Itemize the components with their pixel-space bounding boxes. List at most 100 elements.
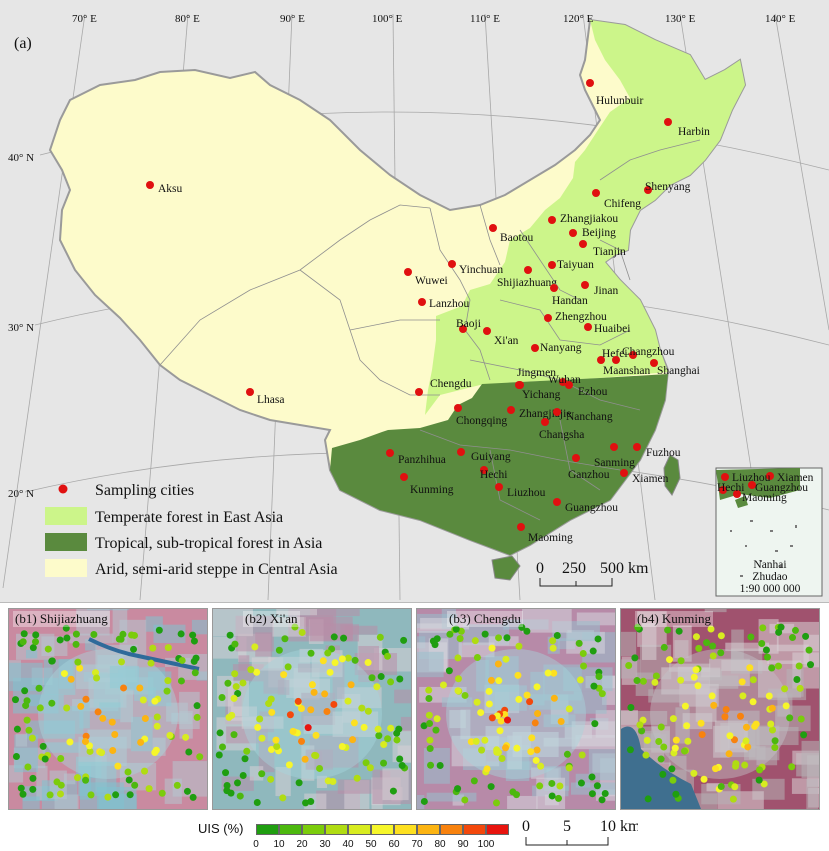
uis-sample-point: [131, 632, 138, 639]
uis-sample-point: [743, 724, 750, 731]
uis-sample-point: [545, 670, 552, 677]
city-label-chongqing: Chongqing: [456, 415, 507, 427]
uis-tick-30: 30: [319, 839, 330, 850]
uis-sample-point: [127, 791, 134, 798]
satellite-panels-section: (b1) Shijiazhuang (b2) Xi'an (b3) Chengd…: [0, 603, 829, 850]
uis-sample-point: [772, 737, 779, 744]
uis-sample-point: [731, 783, 738, 790]
city-marker-maanshan: [612, 356, 620, 364]
sat-texture-patch: [401, 717, 411, 731]
uis-sample-point: [717, 649, 724, 656]
uis-sample-point: [154, 723, 161, 730]
uis-sample-point: [678, 657, 685, 664]
lon-label-80: 80° E: [175, 13, 200, 25]
uis-sample-point: [495, 677, 502, 684]
uis-sample-point: [361, 724, 368, 731]
uis-sample-point: [222, 769, 229, 776]
uis-sample-point: [258, 735, 265, 742]
uis-sample-point: [515, 643, 522, 650]
uis-sample-point: [644, 737, 651, 744]
uis-sample-point: [37, 704, 44, 711]
uis-sample-point: [165, 644, 172, 651]
longitude-labels: 70° E 80° E 90° E 100° E 110° E 120° E 1…: [72, 13, 796, 25]
uis-sample-point: [369, 674, 376, 681]
uis-sample-point: [380, 760, 387, 767]
uis-sample-point: [286, 761, 293, 768]
uis-sample-point: [151, 749, 158, 756]
sat-texture-patch: [382, 768, 408, 800]
uis-sample-point: [87, 791, 94, 798]
uis-sample-point: [299, 629, 306, 636]
lon-label-140: 140° E: [765, 13, 796, 25]
uis-sample-point: [690, 770, 697, 777]
uis-sample-point: [311, 689, 318, 696]
uis-sample-point: [549, 792, 556, 799]
uis-sample-point: [345, 698, 352, 705]
uis-sample-point: [239, 679, 246, 686]
uis-sample-point: [746, 664, 753, 671]
uis-sample-point: [493, 799, 500, 806]
uis-sample-point: [576, 640, 583, 647]
uis-sample-point: [638, 727, 645, 734]
uis-sample-point: [281, 635, 288, 642]
uis-sample-point: [184, 788, 191, 795]
uis-sample-point: [564, 751, 571, 758]
city-marker-aksu: [146, 181, 154, 189]
uis-sample-point: [149, 645, 156, 652]
uis-sample-point: [602, 790, 609, 797]
uis-sample-point: [509, 788, 516, 795]
lon-label-120: 120° E: [563, 13, 594, 25]
uis-sample-point: [231, 731, 238, 738]
uis-sample-point: [21, 630, 28, 637]
city-marker-changsha: [541, 418, 549, 426]
uis-sample-point: [703, 639, 710, 646]
uis-sample-point: [40, 743, 47, 750]
uis-sample-point: [377, 634, 384, 641]
uis-sample-point: [120, 684, 127, 691]
inset-scale: 1:90 000 000: [740, 583, 801, 595]
uis-sample-point: [234, 779, 241, 786]
uis-swatch-2: [302, 824, 325, 835]
uis-sample-point: [434, 635, 441, 642]
uis-sample-point: [751, 723, 758, 730]
uis-sample-point: [590, 648, 597, 655]
panel-a-label: (a): [14, 35, 32, 52]
lon-label-130: 130° E: [665, 13, 696, 25]
uis-sample-point: [49, 657, 56, 664]
sat-texture-patch: [22, 796, 39, 809]
uis-sample-point: [514, 672, 521, 679]
uis-sample-point: [658, 756, 665, 763]
panel-shijiazhuang: (b1) Shijiazhuang: [8, 608, 208, 810]
uis-sample-point: [66, 739, 73, 746]
uis-sample-point: [766, 692, 773, 699]
uis-sample-point: [640, 678, 647, 685]
uis-sample-point: [771, 744, 778, 751]
uis-sample-point: [526, 698, 533, 705]
city-label-hulunbuir: Hulunbuir: [596, 95, 643, 107]
uis-sample-point: [653, 672, 660, 679]
uis-sample-point: [166, 732, 173, 739]
city-label-sanming: Sanming: [594, 457, 635, 469]
legend-temperate-swatch: [45, 507, 87, 525]
uis-sample-point: [164, 688, 171, 695]
uis-tick-10: 10: [273, 839, 284, 850]
uis-sample-point: [380, 741, 387, 748]
city-label-changzhou: Changzhou: [622, 346, 675, 358]
scale-a-tick-500: 500 km: [600, 560, 649, 577]
uis-sample-point: [273, 743, 280, 750]
uis-sample-point: [681, 748, 688, 755]
uis-sample-point: [481, 737, 488, 744]
lon-label-70: 70° E: [72, 13, 97, 25]
uis-swatch-4: [348, 824, 371, 835]
city-marker-huaibei: [584, 323, 592, 331]
uis-sample-point: [99, 715, 106, 722]
uis-tick-80: 80: [434, 839, 445, 850]
uis-sample-point: [537, 763, 544, 770]
uis-sample-point: [141, 768, 148, 775]
uis-tick-50: 50: [365, 839, 376, 850]
uis-sample-point: [118, 658, 125, 665]
uis-sample-point: [311, 752, 318, 759]
uis-sample-point: [763, 646, 770, 653]
uis-sample-point: [421, 798, 428, 805]
uis-sample-point: [528, 734, 535, 741]
